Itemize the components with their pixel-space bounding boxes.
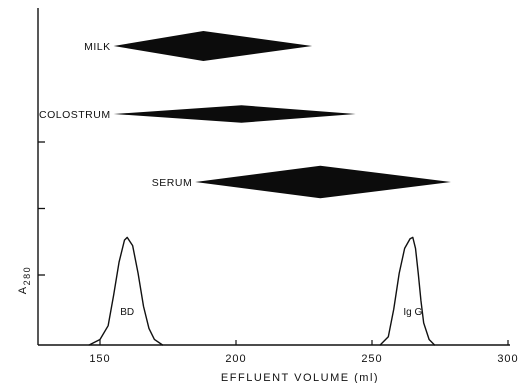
bands: MILK COLOSTRUM SERUM (39, 31, 451, 199)
peaks: BD Ig G (88, 236, 436, 346)
peak-curve-bd (88, 236, 164, 346)
y-ticks (38, 141, 45, 276)
band-milk (113, 31, 313, 61)
x-axis-title: EFFLUENT VOLUME (ml) (221, 372, 379, 383)
band-colostrum (113, 105, 356, 123)
peak-label-bd: BD (120, 307, 134, 318)
y-axis-title: A280 (17, 266, 32, 294)
band-label-serum: SERUM (152, 177, 192, 189)
band-label-milk: MILK (84, 41, 111, 53)
x-tick-label-300: 300 (497, 353, 518, 365)
y-axis-title-subscript: 280 (22, 266, 32, 286)
peak-label-ig-g: Ig G (403, 307, 422, 318)
axes: 150 200 250 300 (37, 8, 518, 365)
x-tick-label-150: 150 (89, 353, 110, 365)
x-tick-label-250: 250 (361, 353, 382, 365)
x-ticks: 150 200 250 300 (89, 340, 518, 365)
peak-curve-ig-g (379, 236, 436, 346)
band-label-colostrum: COLOSTRUM (39, 109, 111, 121)
band-serum (195, 165, 451, 199)
x-tick-label-200: 200 (225, 353, 246, 365)
